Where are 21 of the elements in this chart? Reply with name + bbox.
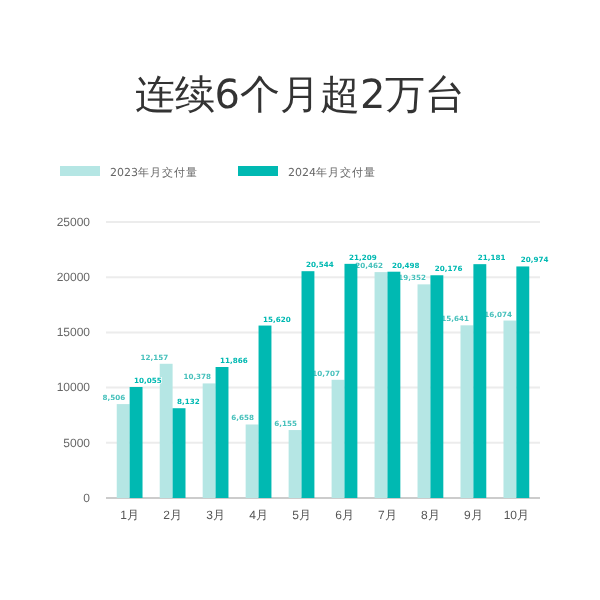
bar [516,266,530,498]
bar [417,284,431,498]
bar [288,430,302,498]
bar [245,424,259,498]
bar [172,408,186,498]
bar [430,275,444,498]
bar [258,325,272,498]
bar [503,320,517,498]
chart-title: 连续6个月超2万台 [134,70,466,118]
bar [215,367,229,498]
bar [374,272,388,498]
bar [116,404,130,498]
bar [202,383,216,498]
bar [387,271,401,498]
bar [460,325,474,498]
bar [159,363,173,498]
bar [331,379,345,498]
bar [473,264,487,498]
bar [129,386,143,498]
bar [301,271,315,498]
bar [344,263,358,498]
